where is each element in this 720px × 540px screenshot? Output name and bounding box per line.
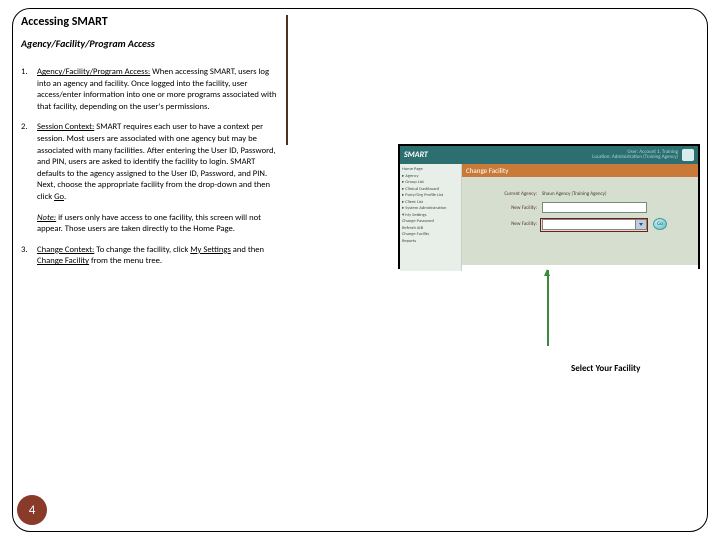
app-main: Home Page ▸ Agency ▸ Group List ▸ Clinic… bbox=[400, 164, 698, 271]
topbar-right: User: Account 1, Training Location: Admi… bbox=[592, 149, 694, 161]
facility-dropdown[interactable] bbox=[542, 202, 647, 213]
arrow-up-icon bbox=[547, 270, 549, 346]
field-label: New Facility: bbox=[486, 221, 542, 227]
sidebar-item[interactable]: ▸ Client List bbox=[402, 200, 459, 205]
sidebar-item[interactable]: Reports bbox=[402, 239, 459, 244]
sidebar-item[interactable]: ▸ Clinical Dashboard bbox=[402, 187, 459, 192]
item-end: from the menu tree. bbox=[89, 256, 162, 266]
item-text: Agency/Facility/Program Access: When acc… bbox=[37, 67, 279, 113]
vertical-divider bbox=[286, 15, 288, 145]
body-text: 1. Agency/Facility/Program Access: When … bbox=[21, 67, 279, 277]
sidebar-item[interactable]: Change Password bbox=[402, 219, 459, 224]
content-area: Change Facility Current Agency: Shaun Ag… bbox=[462, 164, 698, 271]
page-number-badge: 4 bbox=[17, 495, 47, 525]
item-number: 1. bbox=[21, 67, 37, 113]
sidebar-item[interactable]: ▾ My Settings bbox=[402, 213, 459, 218]
sidebar-item[interactable]: ▸ System Administration bbox=[402, 206, 459, 211]
my-settings-link: My Settings bbox=[190, 245, 231, 255]
go-link: Go bbox=[54, 192, 64, 202]
page-title: Accessing SMART bbox=[21, 15, 108, 29]
sidebar-item[interactable]: Home Page bbox=[402, 167, 459, 172]
user-location: Location: Administration (Training Agenc… bbox=[592, 155, 678, 161]
list-item: 1. Agency/Facility/Program Access: When … bbox=[21, 67, 279, 113]
list-item: 2. Session Context: SMART requires each … bbox=[21, 122, 279, 203]
sidebar-item[interactable]: Refresh AIB bbox=[402, 226, 459, 231]
app-screenshot: SMART User: Account 1, Training Location… bbox=[398, 144, 700, 269]
app-topbar: SMART User: Account 1, Training Location… bbox=[400, 146, 698, 164]
item-rest: SMART requires each user to have a conte… bbox=[37, 122, 276, 202]
item-text: Session Context: SMART requires each use… bbox=[37, 122, 279, 203]
content-body: Current Agency: Shaun Agency (Training A… bbox=[462, 177, 698, 265]
item-number: 3. bbox=[21, 245, 37, 268]
go-button[interactable]: Go bbox=[653, 218, 667, 230]
item-mid: and then bbox=[231, 245, 264, 255]
list-item: 3. Change Context: To change the facilit… bbox=[21, 245, 279, 268]
item-lead: Session Context: bbox=[37, 122, 94, 132]
sidebar-item[interactable]: ▸ Agency bbox=[402, 174, 459, 179]
item-lead: Change Context: bbox=[37, 245, 94, 255]
page-frame: Accessing SMART Agency/Facility/Program … bbox=[12, 8, 708, 532]
form-row: New Facility: bbox=[486, 202, 694, 213]
item-dot: . bbox=[64, 192, 66, 202]
sidebar-item[interactable]: Change Facility bbox=[402, 232, 459, 237]
change-facility-link: Change Facility bbox=[37, 256, 89, 266]
avatar-icon bbox=[682, 149, 694, 161]
sidebar: Home Page ▸ Agency ▸ Group List ▸ Clinic… bbox=[400, 164, 462, 271]
item-rest: To change the facility, click bbox=[94, 245, 190, 255]
form-row: Current Agency: Shaun Agency (Training A… bbox=[486, 191, 694, 197]
item-number: 2. bbox=[21, 122, 37, 203]
note-text: Note: if users only have access to one f… bbox=[37, 213, 279, 236]
item-text: Change Context: To change the facility, … bbox=[37, 245, 279, 268]
note-lead: Note: bbox=[37, 213, 56, 223]
sidebar-item[interactable]: ▸ Group List bbox=[402, 180, 459, 185]
app-brand: SMART bbox=[404, 150, 428, 160]
field-label: New Facility: bbox=[486, 205, 542, 211]
field-label: Current Agency: bbox=[486, 191, 542, 197]
page-subtitle: Agency/Facility/Program Access bbox=[21, 37, 155, 50]
note-rest: if users only have access to one facilit… bbox=[37, 213, 261, 235]
screenshot-caption: Select Your Facility bbox=[571, 363, 640, 374]
highlight-box bbox=[540, 218, 648, 232]
user-info: User: Account 1, Training Location: Admi… bbox=[592, 150, 678, 161]
item-lead: Agency/Facility/Program Access: bbox=[37, 67, 150, 77]
content-heading: Change Facility bbox=[462, 164, 698, 177]
field-value: Shaun Agency (Training Agency) bbox=[542, 191, 606, 197]
sidebar-item[interactable]: ▸ Party/Org Profile List bbox=[402, 193, 459, 198]
